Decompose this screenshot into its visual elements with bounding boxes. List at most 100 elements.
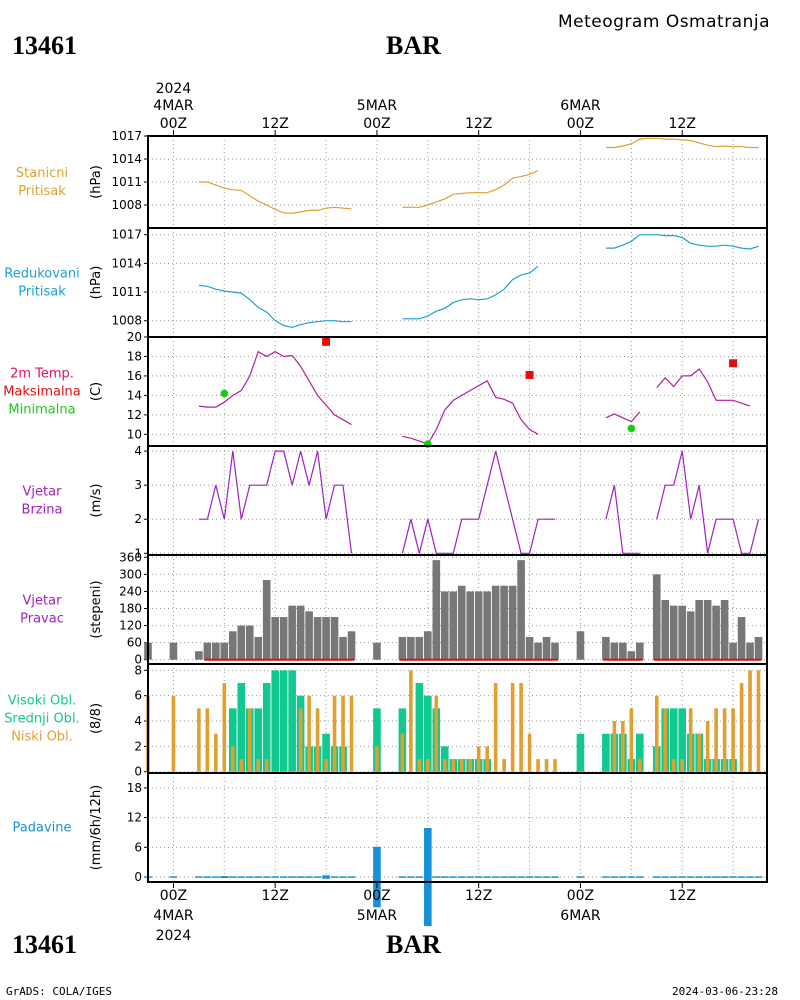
mid-cloud-bar <box>424 695 432 772</box>
precipitation-bar <box>220 876 229 879</box>
low-cloud-bar <box>197 708 201 772</box>
precipitation-bar <box>288 876 296 878</box>
wind-direction-bar <box>347 631 356 660</box>
mid-cloud-bar <box>279 670 288 772</box>
top-date-label: 6MAR <box>560 98 601 114</box>
precipitation-bar <box>339 876 347 878</box>
panel-wind_direction <box>144 554 768 665</box>
low-cloud-bar <box>332 695 337 772</box>
precipitation-bar <box>712 876 720 878</box>
wind-direction-bar <box>330 617 339 660</box>
wind-direction-bar <box>474 591 483 660</box>
bottom-hour-label: 12Z <box>669 888 696 904</box>
panel-reduced_pressure <box>144 227 768 338</box>
bottom-date-label: 4MAR <box>153 908 194 924</box>
low-cloud-bar <box>705 721 710 772</box>
precipitation-bar <box>551 876 559 878</box>
max-temp-marker <box>322 337 331 346</box>
mid-cloud-bar <box>262 683 271 772</box>
mid-cloud-bar <box>237 683 246 772</box>
low-cloud-bar <box>663 708 668 772</box>
precipitation-bar <box>576 876 585 878</box>
series-line-station_pressure <box>198 181 352 215</box>
precipitation-bar <box>305 876 313 878</box>
panel-station_pressure <box>144 135 768 229</box>
low-cloud-bar <box>442 759 447 772</box>
low-cloud-bar <box>409 670 413 772</box>
bottom-date-label: 5MAR <box>357 908 398 924</box>
wind-direction-bar <box>525 636 534 660</box>
low-cloud-bar <box>315 708 320 772</box>
precipitation-bar <box>457 876 466 878</box>
precipitation-bar <box>542 876 551 878</box>
top-year-label: 2024 <box>156 81 192 97</box>
y-tick-label: 12 <box>127 811 142 825</box>
wind-direction-bar <box>483 591 491 660</box>
mid-cloud-bar <box>678 708 687 772</box>
y-tick-label: 3 <box>134 478 142 492</box>
y-axis-unit: (hPa) <box>89 165 104 199</box>
low-cloud-bar <box>426 759 430 772</box>
low-cloud-bar <box>688 708 693 772</box>
y-tick-label: 18 <box>127 781 142 795</box>
mid-cloud-bar <box>288 670 296 772</box>
low-cloud-bar <box>680 759 685 772</box>
low-cloud-bar <box>671 759 676 772</box>
wind-direction-bar <box>254 636 263 660</box>
wind-direction-bar <box>279 617 288 660</box>
top-hour-label: 00Z <box>160 116 187 132</box>
panel-label: Pravac <box>20 612 64 627</box>
y-tick-label: 14 <box>127 388 142 402</box>
series-line-temperature <box>402 379 539 445</box>
wind-direction-bar <box>271 617 279 660</box>
wind-direction-bar <box>305 611 313 660</box>
precipitation-bar <box>407 876 415 878</box>
wind-direction-bar <box>576 631 585 660</box>
precipitation-bar <box>195 876 203 878</box>
wind-direction-bar <box>703 599 712 660</box>
wind-direction-bar <box>534 642 542 660</box>
precipitation-bar <box>322 875 330 879</box>
precipitation-bar <box>678 876 687 878</box>
series-line-station_pressure <box>605 137 759 149</box>
wind-direction-bar <box>212 642 220 660</box>
precipitation-bar <box>686 876 695 878</box>
precipitation-bar <box>703 876 712 878</box>
series-line-wind_speed <box>401 450 555 554</box>
y-tick-label: 1011 <box>111 285 142 299</box>
y-tick-label: 10 <box>127 427 142 441</box>
low-cloud-bar <box>417 759 422 772</box>
panel-label: Maksimalna <box>3 385 81 400</box>
panel-label: Redukovani <box>4 267 79 282</box>
y-tick-label: 2 <box>134 739 142 753</box>
panel-label: 2m Temp. <box>10 367 74 382</box>
footer-timestamp: 2024-03-06-23:28 <box>672 985 778 998</box>
precipitation-bar <box>449 876 458 878</box>
low-cloud-bar <box>400 733 405 772</box>
low-cloud-bar <box>748 670 752 772</box>
precipitation-bar <box>669 876 678 878</box>
low-cloud-bar <box>459 759 464 772</box>
precipitation-bar <box>525 876 534 878</box>
wind-direction-bar <box>466 591 475 660</box>
y-tick-label: 0 <box>134 653 142 667</box>
precipitation-bar <box>491 876 500 878</box>
wind-direction-bar <box>203 642 212 660</box>
precipitation-bar <box>203 876 212 878</box>
footer-credit: GrADS: COLA/IGES <box>6 985 112 998</box>
y-tick-label: 360 <box>119 550 142 564</box>
low-cloud-bar <box>230 746 235 772</box>
panel-cloud_cover <box>144 663 768 774</box>
precipitation-bar <box>228 876 237 878</box>
y-axis-unit: (hPa) <box>89 266 104 300</box>
y-tick-label: 60 <box>127 636 142 650</box>
panel-label: Vjetar <box>23 485 63 500</box>
y-tick-label: 1008 <box>111 314 142 328</box>
precipitation-bar <box>424 827 432 927</box>
y-tick-label: 4 <box>134 714 142 728</box>
series-line-reduced_pressure <box>402 265 539 320</box>
precipitation-bar <box>212 876 220 878</box>
low-cloud-bar <box>341 695 345 772</box>
y-tick-label: 6 <box>134 689 142 703</box>
